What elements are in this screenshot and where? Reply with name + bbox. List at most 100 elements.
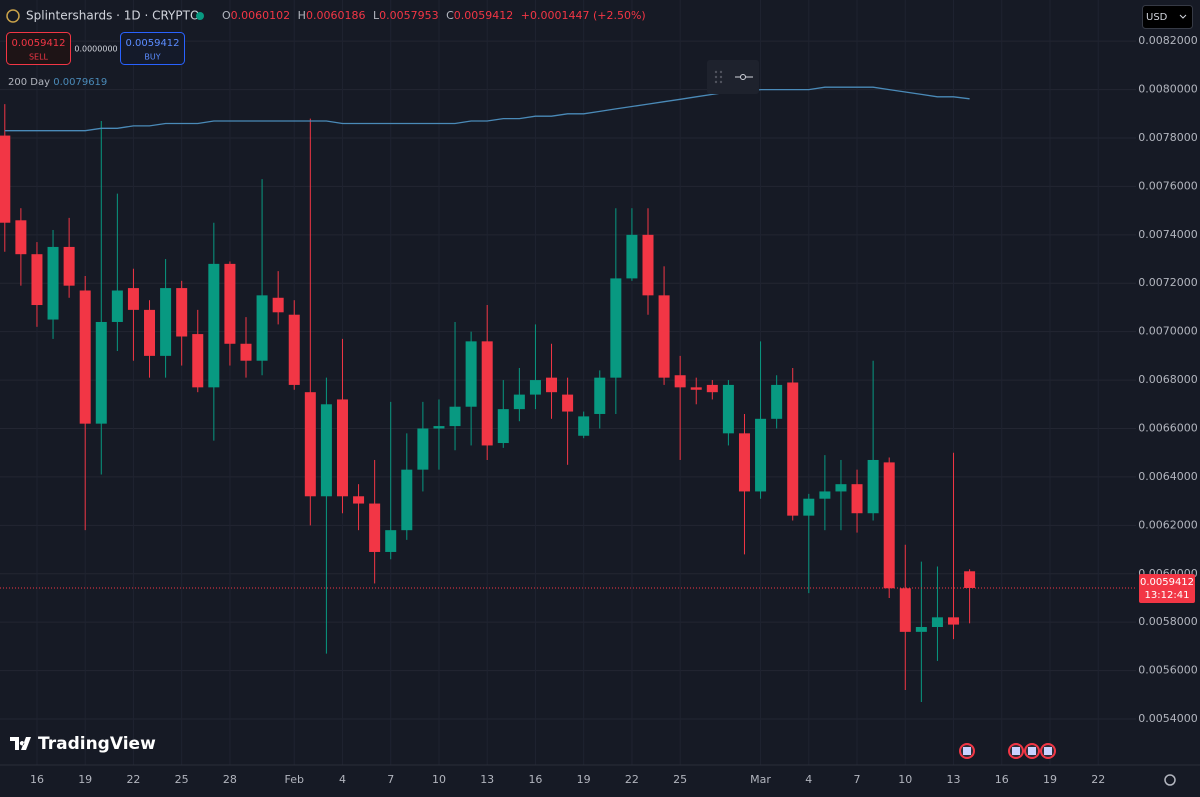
sell-price[interactable]: 0.0059412	[11, 38, 65, 49]
spread: 0.0000000	[74, 45, 117, 54]
y-tick-label: 0.0076000	[1138, 179, 1198, 192]
y-tick-label: 0.0080000	[1138, 83, 1198, 96]
change: +0.0001447 (+2.50%)	[521, 9, 646, 22]
candle-body	[481, 341, 493, 446]
y-tick-label: 0.0058000	[1138, 615, 1198, 628]
x-tick-label: Feb	[284, 773, 303, 786]
x-tick-label: 16	[995, 773, 1009, 786]
candle-body	[690, 387, 702, 390]
drag-handle	[714, 70, 723, 84]
candle-body	[144, 309, 156, 356]
candle-body	[63, 246, 75, 286]
indicator-legend: 200 Day 0.0079619	[8, 77, 107, 88]
ohlc-value: 0.0057953	[379, 9, 439, 22]
x-tick-label: 4	[339, 773, 346, 786]
ma-line	[4, 86, 970, 132]
x-tick-label: 7	[854, 773, 861, 786]
candle-body	[562, 394, 574, 412]
y-tick-label: 0.0074000	[1138, 228, 1198, 241]
buy-price[interactable]: 0.0059412	[125, 38, 179, 49]
candle-body	[594, 377, 606, 414]
ohlc-label: C	[446, 9, 454, 22]
candle-body	[192, 334, 204, 388]
x-tick-label: 10	[432, 773, 446, 786]
ohlc-value: 0.0060186	[306, 9, 366, 22]
line-tool-node	[740, 74, 746, 80]
sell-label[interactable]: SELL	[29, 53, 49, 62]
indicator-name: 200 Day	[8, 77, 50, 88]
candle-body	[626, 234, 638, 279]
candle-body	[465, 341, 477, 407]
candle-body	[883, 462, 895, 589]
x-tick-label: 13	[480, 773, 494, 786]
candle-body	[224, 263, 236, 344]
candle-body	[31, 254, 43, 306]
x-tick-label: 16	[30, 773, 44, 786]
y-tick-label: 0.0054000	[1138, 712, 1198, 725]
currency-button[interactable]	[1142, 5, 1193, 29]
y-tick-label: 0.0078000	[1138, 131, 1198, 144]
x-tick-label: 10	[898, 773, 912, 786]
ohlc-legend: O0.0060102 H0.0060186 L0.0057953 C0.0059…	[222, 9, 646, 22]
candle-body	[111, 290, 123, 322]
candle-body	[127, 288, 139, 310]
candle-body	[47, 246, 59, 320]
y-tick-label: 0.0082000	[1138, 34, 1198, 47]
ohlc-value: 0.0059412	[454, 9, 514, 22]
settings-icon[interactable]	[1164, 774, 1176, 786]
price-axis	[1136, 0, 1200, 765]
x-tick-label: Mar	[750, 773, 771, 786]
candle-body	[385, 530, 397, 552]
brand-logo	[10, 737, 31, 750]
candle-body	[320, 404, 332, 497]
candle-body	[931, 617, 943, 628]
price-label: 0.0059412	[1140, 577, 1194, 588]
candle-body	[417, 428, 429, 470]
buy-button[interactable]	[120, 32, 185, 65]
x-tick-label: 19	[577, 773, 591, 786]
currency[interactable]: USD	[1146, 12, 1168, 23]
x-tick-label: 13	[947, 773, 961, 786]
ohlc-label: H	[298, 9, 306, 22]
candle-body	[964, 571, 976, 588]
candle-body	[706, 384, 718, 393]
candle-body	[610, 278, 622, 378]
candle-body	[15, 220, 27, 255]
buy-label[interactable]: BUY	[144, 53, 160, 62]
event-icons[interactable]	[959, 743, 1056, 759]
marks	[0, 86, 1136, 703]
candle-body	[0, 135, 11, 223]
drawing-toolbar[interactable]	[707, 60, 759, 94]
candle-body	[240, 343, 252, 361]
candle-body	[95, 321, 107, 424]
y-tick-label: 0.0072000	[1138, 276, 1198, 289]
candle-body	[288, 314, 300, 385]
symbol-icon	[6, 9, 20, 23]
candle-body	[256, 295, 268, 361]
y-tick-label: 0.0068000	[1138, 373, 1198, 386]
candle-body	[304, 392, 316, 497]
indicator-value: 0.0079619	[53, 77, 107, 88]
x-tick-label: 25	[175, 773, 189, 786]
y-tick-label: 0.0056000	[1138, 664, 1198, 677]
candle-body	[674, 375, 686, 388]
candle-body	[336, 399, 348, 497]
y-tick-label: 0.0062000	[1138, 518, 1198, 531]
candle-body	[369, 503, 381, 552]
sell-button[interactable]	[6, 32, 71, 65]
candle-body	[738, 433, 750, 492]
candle-body	[176, 288, 188, 337]
candle-body	[851, 484, 863, 514]
x-tick-label: 16	[528, 773, 542, 786]
candle-body	[497, 409, 509, 444]
ohlc-label: L	[373, 9, 380, 22]
candle-body	[160, 288, 172, 356]
candle-body	[948, 617, 960, 625]
candle-body	[867, 459, 879, 514]
candle-body	[546, 377, 558, 393]
axes: 0.00540000.00560000.00580000.00600000.00…	[30, 34, 1198, 786]
x-tick-label: 19	[1043, 773, 1057, 786]
candle-body	[433, 426, 445, 429]
x-tick-label: 7	[387, 773, 394, 786]
